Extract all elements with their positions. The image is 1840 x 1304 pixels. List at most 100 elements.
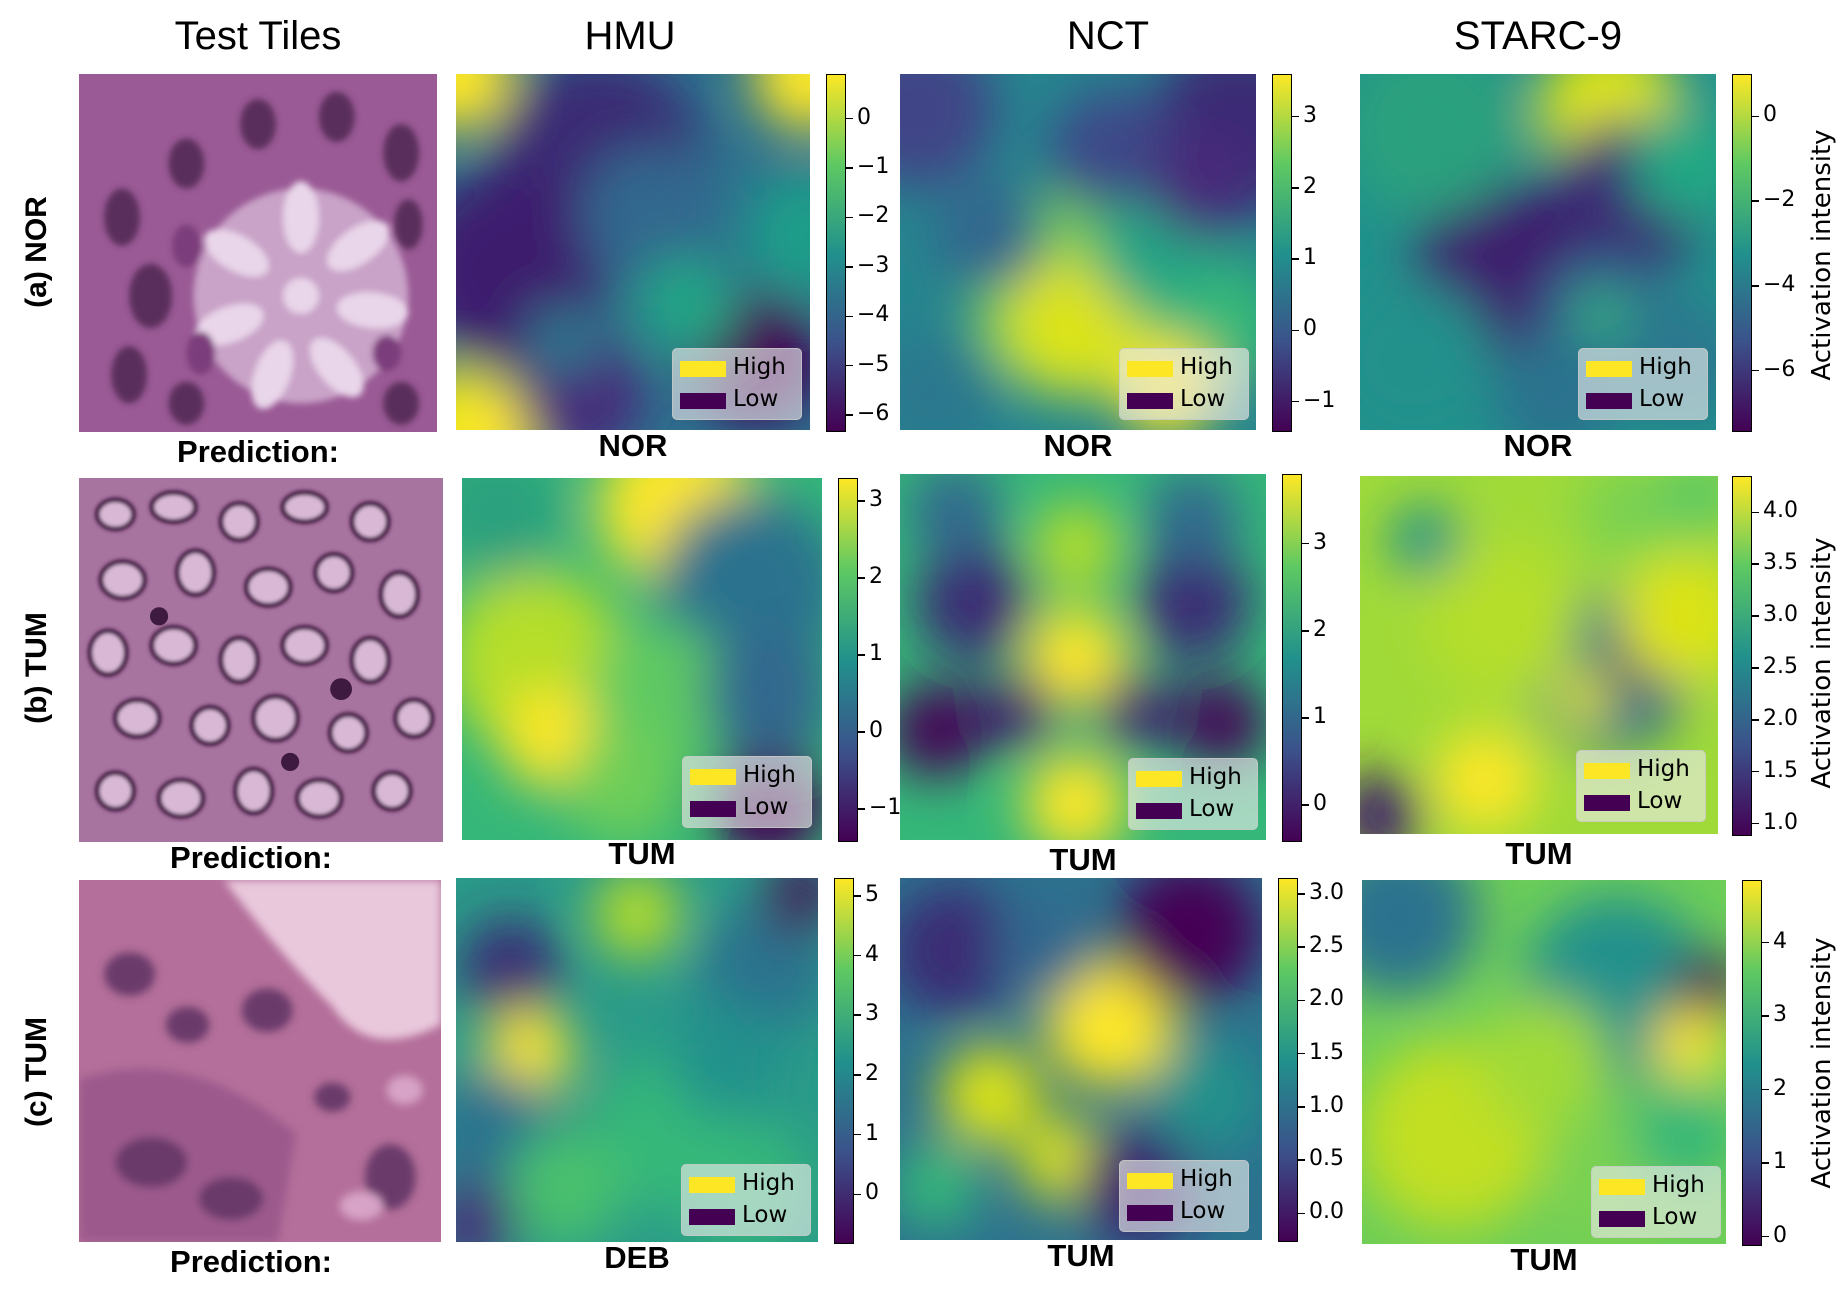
colorbar-tick-label: 0 — [1313, 791, 1327, 817]
colorbar-tick-label: 1 — [865, 1120, 879, 1146]
legend-swatch-high — [1127, 361, 1173, 377]
legend: High Low — [1591, 1166, 1721, 1238]
colorbar-tick-label: 1 — [869, 641, 883, 667]
colorbar-tick-label: 5 — [865, 881, 879, 907]
colorbar-tick-label: 2 — [1313, 616, 1327, 642]
legend-label-low: Low — [733, 386, 779, 412]
legend-swatch-low — [1136, 803, 1182, 819]
colorbar-tick-label: −4 — [857, 302, 890, 328]
column-header-test-tiles: Test Tiles — [174, 14, 342, 58]
colorbar-tick-label: 0 — [869, 718, 883, 744]
legend-label-high: High — [1180, 1166, 1233, 1192]
colorbar-tick-label: −6 — [857, 401, 890, 427]
colorbar — [1742, 880, 1762, 1246]
colorbar-tick-mark — [846, 364, 853, 367]
legend-swatch-low — [680, 393, 726, 409]
legend-label-low: Low — [742, 1202, 788, 1228]
colorbar-tick-mark — [1752, 200, 1759, 202]
heatmap-nct-row2: High Low — [900, 474, 1266, 840]
colorbar-tick-mark — [1292, 258, 1299, 260]
legend-swatch-high — [1599, 1179, 1645, 1195]
colorbar-tick-label: 3 — [865, 1001, 879, 1027]
colorbar-tick-mark — [1302, 804, 1309, 806]
prediction-value: DEB — [604, 1240, 670, 1275]
column-header-hmu: HMU — [584, 14, 676, 58]
colorbar-tick-label: 1 — [1313, 704, 1327, 729]
prediction-value: NOR — [1503, 428, 1573, 463]
heatmap-starc9-row2: High Low — [1360, 476, 1718, 834]
tissue-tile-a — [79, 74, 437, 432]
colorbar-tick-mark — [1302, 630, 1309, 632]
prediction-label-c: Prediction: — [170, 1244, 332, 1279]
colorbar-tick-mark — [1752, 563, 1759, 565]
prediction-value: TUM — [1049, 842, 1117, 877]
colorbar — [838, 478, 858, 842]
row-label-b: (b) TUM — [20, 612, 53, 724]
colorbar-tick-label: 1 — [1303, 245, 1317, 271]
prediction-value: TUM — [1510, 1242, 1578, 1277]
colorbar-tick-mark — [1752, 115, 1759, 118]
heatmap-starc9-row1: High Low — [1360, 74, 1716, 430]
colorbar-tick-mark — [1752, 615, 1759, 617]
legend: High Low — [1576, 750, 1706, 822]
colorbar-label-b: Activation intensity — [1807, 537, 1837, 789]
legend-label-low: Low — [1652, 1204, 1698, 1230]
heatmap-hmu-row3: High Low — [456, 878, 818, 1242]
colorbar-tick-mark — [854, 1193, 861, 1195]
colorbar-tick-label: −2 — [1763, 187, 1796, 213]
colorbar-tick-label: 0 — [1763, 102, 1777, 128]
colorbar-tick-mark — [1752, 369, 1759, 372]
colorbar-tick-mark — [1762, 1015, 1769, 1017]
colorbar-tick-label: 0.0 — [1309, 1199, 1344, 1225]
colorbar-tick-mark — [858, 731, 865, 733]
legend-label-high: High — [743, 762, 796, 788]
legend-swatch-high — [1586, 361, 1632, 377]
colorbar — [1278, 878, 1298, 1242]
colorbar-tick-mark — [846, 315, 853, 318]
colorbar-tick-label: 3.0 — [1309, 879, 1344, 905]
legend-label-high: High — [742, 1170, 795, 1196]
colorbar-tick-mark — [1752, 667, 1759, 669]
legend: High Low — [1128, 758, 1258, 830]
colorbar-tick-mark — [846, 216, 853, 219]
colorbar-tick-mark — [1752, 822, 1759, 825]
colorbar-tick-label: 2.5 — [1309, 933, 1344, 959]
colorbar-tick-label: −3 — [857, 252, 890, 278]
legend-label-low: Low — [743, 794, 789, 820]
colorbar-tick-label: −5 — [857, 351, 890, 377]
legend-label-high: High — [1639, 354, 1692, 380]
colorbar-tick-label: 1.5 — [1309, 1039, 1344, 1065]
legend-label-low: Low — [1639, 386, 1685, 412]
colorbar-tick-mark — [1762, 1162, 1769, 1164]
legend-swatch-low — [1127, 1205, 1173, 1221]
prediction-value: NOR — [598, 428, 668, 463]
colorbar-tick-mark — [1292, 400, 1299, 403]
colorbar-tick-label: 0.5 — [1309, 1146, 1344, 1172]
legend: High Low — [1578, 348, 1708, 420]
legend-label-high: High — [1180, 354, 1233, 380]
colorbar-tick-label: 0 — [1773, 1222, 1787, 1248]
colorbar-tick-label: 3 — [1773, 1002, 1787, 1028]
colorbar-tick-mark — [1762, 941, 1769, 944]
colorbar-tick-label: 2 — [865, 1060, 879, 1086]
colorbar-tick-mark — [846, 266, 853, 268]
colorbar-tick-mark — [1298, 946, 1305, 948]
legend-label-high: High — [1652, 1172, 1705, 1198]
colorbar-tick-mark — [1298, 893, 1305, 895]
legend: High Low — [1119, 1160, 1249, 1232]
prediction-label-a: Prediction: — [177, 434, 339, 469]
colorbar-tick-label: 3.0 — [1763, 602, 1798, 628]
legend-swatch-high — [1127, 1173, 1173, 1189]
legend-label-high: High — [1189, 764, 1242, 790]
colorbar-tick-mark — [1762, 1088, 1769, 1091]
legend-swatch-high — [690, 769, 736, 785]
legend: High Low — [681, 1164, 811, 1236]
colorbar-tick-label: 2.0 — [1763, 705, 1798, 731]
colorbar-tick-label: −4 — [1763, 271, 1796, 297]
heatmap-nct-row3: High Low — [900, 878, 1262, 1240]
row-label-c: (c) TUM — [20, 1017, 53, 1127]
colorbar-tick-label: 2 — [869, 564, 883, 590]
legend-swatch-low — [1586, 393, 1632, 409]
colorbar-tick-label: 1.5 — [1763, 757, 1798, 783]
